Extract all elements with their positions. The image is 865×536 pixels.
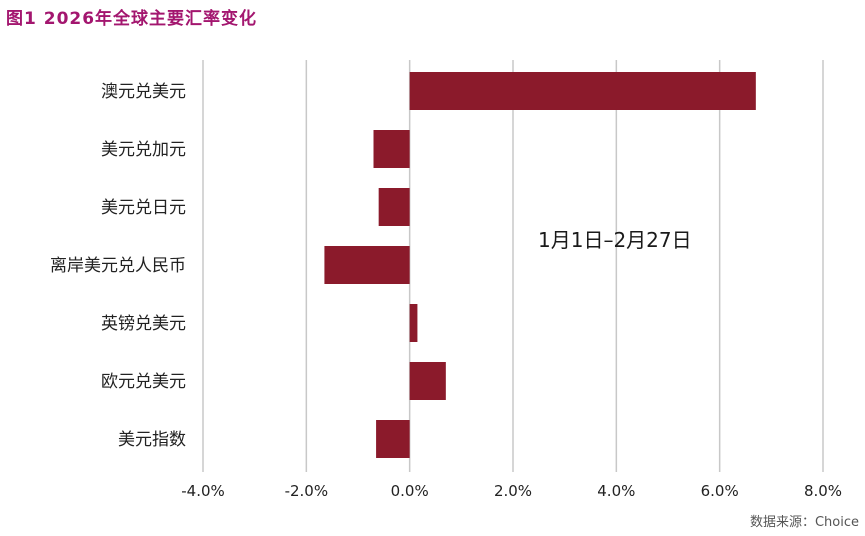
bar-2	[378, 188, 410, 226]
category-label: 美元指数	[118, 430, 186, 450]
category-label: 英镑兑美元	[101, 314, 186, 334]
category-label: 美元兑日元	[101, 198, 186, 218]
bar-1	[373, 130, 410, 168]
x-tick-label: -4.0%	[181, 482, 225, 500]
bar-3	[324, 246, 410, 284]
category-label: 美元兑加元	[101, 140, 186, 160]
source-note: 数据来源：Choice	[749, 515, 859, 530]
x-tick-label: -2.0%	[285, 482, 329, 500]
bar-6	[376, 420, 410, 458]
period-annotation: 1月1日–2月27日	[538, 228, 692, 252]
grid-lines	[202, 60, 824, 472]
figure-title: 图1 2026年全球主要汇率变化	[6, 9, 258, 29]
x-tick-label: 4.0%	[597, 482, 635, 500]
category-label: 离岸美元兑人民币	[50, 256, 186, 276]
bar-0	[409, 72, 756, 110]
tick-labels: -4.0% -2.0% 0.0% 2.0% 4.0% 6.0% 8.0%	[181, 482, 842, 500]
x-tick-label: 0.0%	[391, 482, 429, 500]
bars	[324, 72, 756, 458]
x-tick-label: 6.0%	[701, 482, 739, 500]
x-tick-label: 2.0%	[494, 482, 532, 500]
bar-4	[409, 304, 418, 342]
category-label: 澳元兑美元	[101, 82, 186, 102]
bar-5	[409, 362, 446, 400]
category-label: 欧元兑美元	[101, 372, 186, 392]
x-tick-label: 8.0%	[804, 482, 842, 500]
